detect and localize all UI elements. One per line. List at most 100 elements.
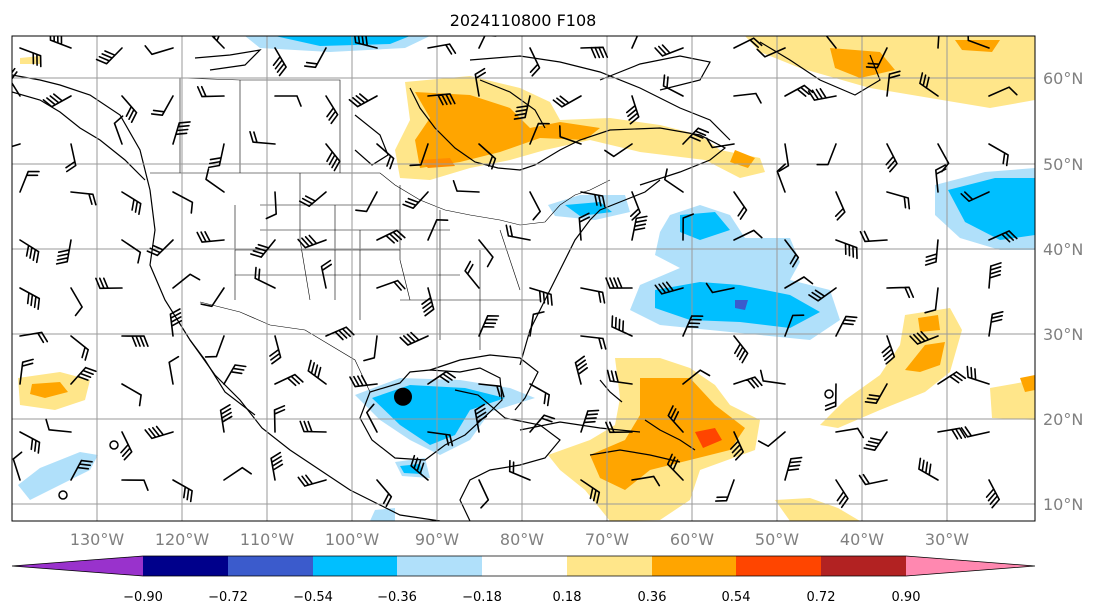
wind-barb [325, 95, 339, 125]
wind-barb [478, 315, 500, 337]
wind-barb [223, 466, 252, 481]
wind-barb [12, 67, 21, 97]
wind-barb [881, 335, 896, 365]
wind-barb [121, 479, 149, 491]
wind-barb [270, 451, 284, 481]
wind-barbs [12, 36, 1018, 509]
wind-barb [508, 459, 531, 481]
wind-barb [274, 373, 304, 387]
wind-barb [421, 287, 435, 317]
map-frame [11, 35, 1036, 522]
wind-barb [784, 314, 805, 337]
wind-barb [95, 277, 123, 290]
latitude-labels: 60°N 50°N 40°N 30°N 20°N 10°N [1043, 69, 1083, 514]
wind-barb [505, 224, 531, 241]
wind-barb [886, 191, 911, 210]
wind-barb [937, 371, 967, 385]
wind-barb [824, 383, 837, 411]
wind-barb [366, 403, 378, 433]
wind-barb [172, 121, 191, 145]
wind-barb [580, 409, 600, 433]
graticule [12, 36, 1035, 521]
wind-barb [580, 46, 609, 59]
wind-barb [715, 479, 735, 502]
wind-barb [631, 475, 661, 487]
wind-barb [966, 365, 990, 385]
colorbar: −0.90 −0.72 −0.54 −0.36 −0.18 0.18 0.36 … [11, 555, 1036, 605]
colorbar-tick-label: 0.54 [722, 590, 751, 605]
wind-barb [19, 170, 40, 193]
wind-barb [666, 453, 684, 481]
colorbar-segment [143, 556, 228, 576]
wind-barb [120, 431, 133, 461]
wind-barb [682, 315, 704, 337]
wind-barb [196, 85, 225, 98]
wind-barb [376, 279, 406, 291]
wind-barb [784, 276, 814, 289]
wind-barb [924, 287, 939, 314]
wind-barb [552, 95, 582, 108]
wind-barb [864, 383, 888, 404]
wind-barb [865, 47, 888, 69]
wind-barb [376, 479, 393, 508]
wind-barb [631, 36, 650, 49]
colorbar-segment [652, 556, 736, 576]
wind-barb [409, 143, 429, 167]
colorbar-tick-label: −0.72 [208, 590, 248, 605]
wind-barb [784, 84, 814, 97]
wind-barb [427, 93, 456, 106]
wind-barb [113, 115, 124, 145]
wind-barb [662, 74, 684, 97]
wind-barb [807, 88, 837, 101]
wind-barb [402, 191, 429, 209]
wind-barb [757, 431, 786, 447]
wind-barb [363, 335, 378, 362]
wind-barb [172, 273, 201, 289]
wind-barb [70, 459, 93, 481]
wind-barb [733, 191, 748, 220]
wind-barb [835, 479, 849, 509]
wind-barb [478, 239, 494, 268]
wind-barb [808, 287, 837, 302]
wind-barb [885, 143, 898, 173]
wind-barb [211, 36, 225, 49]
wind-barb [835, 239, 858, 260]
wind-barb [960, 426, 990, 438]
wind-barb [55, 239, 72, 265]
wind-barb [254, 266, 276, 289]
wind-barb [816, 143, 837, 166]
wind-barb [70, 191, 97, 206]
wind-barb [825, 36, 837, 49]
wind-barb [19, 358, 34, 385]
wind-barb [121, 95, 138, 123]
wind-barb [299, 420, 327, 433]
colorbar-segment [397, 556, 482, 576]
wind-barb [776, 163, 786, 193]
wind-barb [778, 143, 790, 172]
colorbar-extend-high [906, 556, 1035, 576]
wind-barb [630, 191, 641, 221]
wind-barb [269, 335, 282, 365]
wind-barb [150, 95, 174, 116]
wind-barb [19, 239, 40, 264]
wind-barb [478, 143, 497, 170]
colorbar-segment [313, 556, 397, 576]
wind-barb [605, 277, 633, 289]
wind-barb [65, 143, 77, 173]
wind-barb [705, 137, 735, 149]
negative-anomaly-pacific [18, 452, 98, 500]
lon-label: 70°W [585, 530, 629, 549]
wind-barb [95, 47, 123, 65]
colorbar-tick-label: 0.90 [892, 590, 921, 605]
wind-barb [705, 282, 735, 294]
wind-barb [559, 125, 582, 145]
wind-barb [529, 383, 550, 407]
wind-barb [376, 229, 406, 244]
wind-barb [19, 331, 49, 344]
colorbar-extend-low [12, 556, 143, 576]
wind-barb [834, 191, 846, 221]
wind-barb [918, 457, 939, 481]
wind-barb [886, 70, 901, 97]
wind-barb [909, 331, 939, 345]
